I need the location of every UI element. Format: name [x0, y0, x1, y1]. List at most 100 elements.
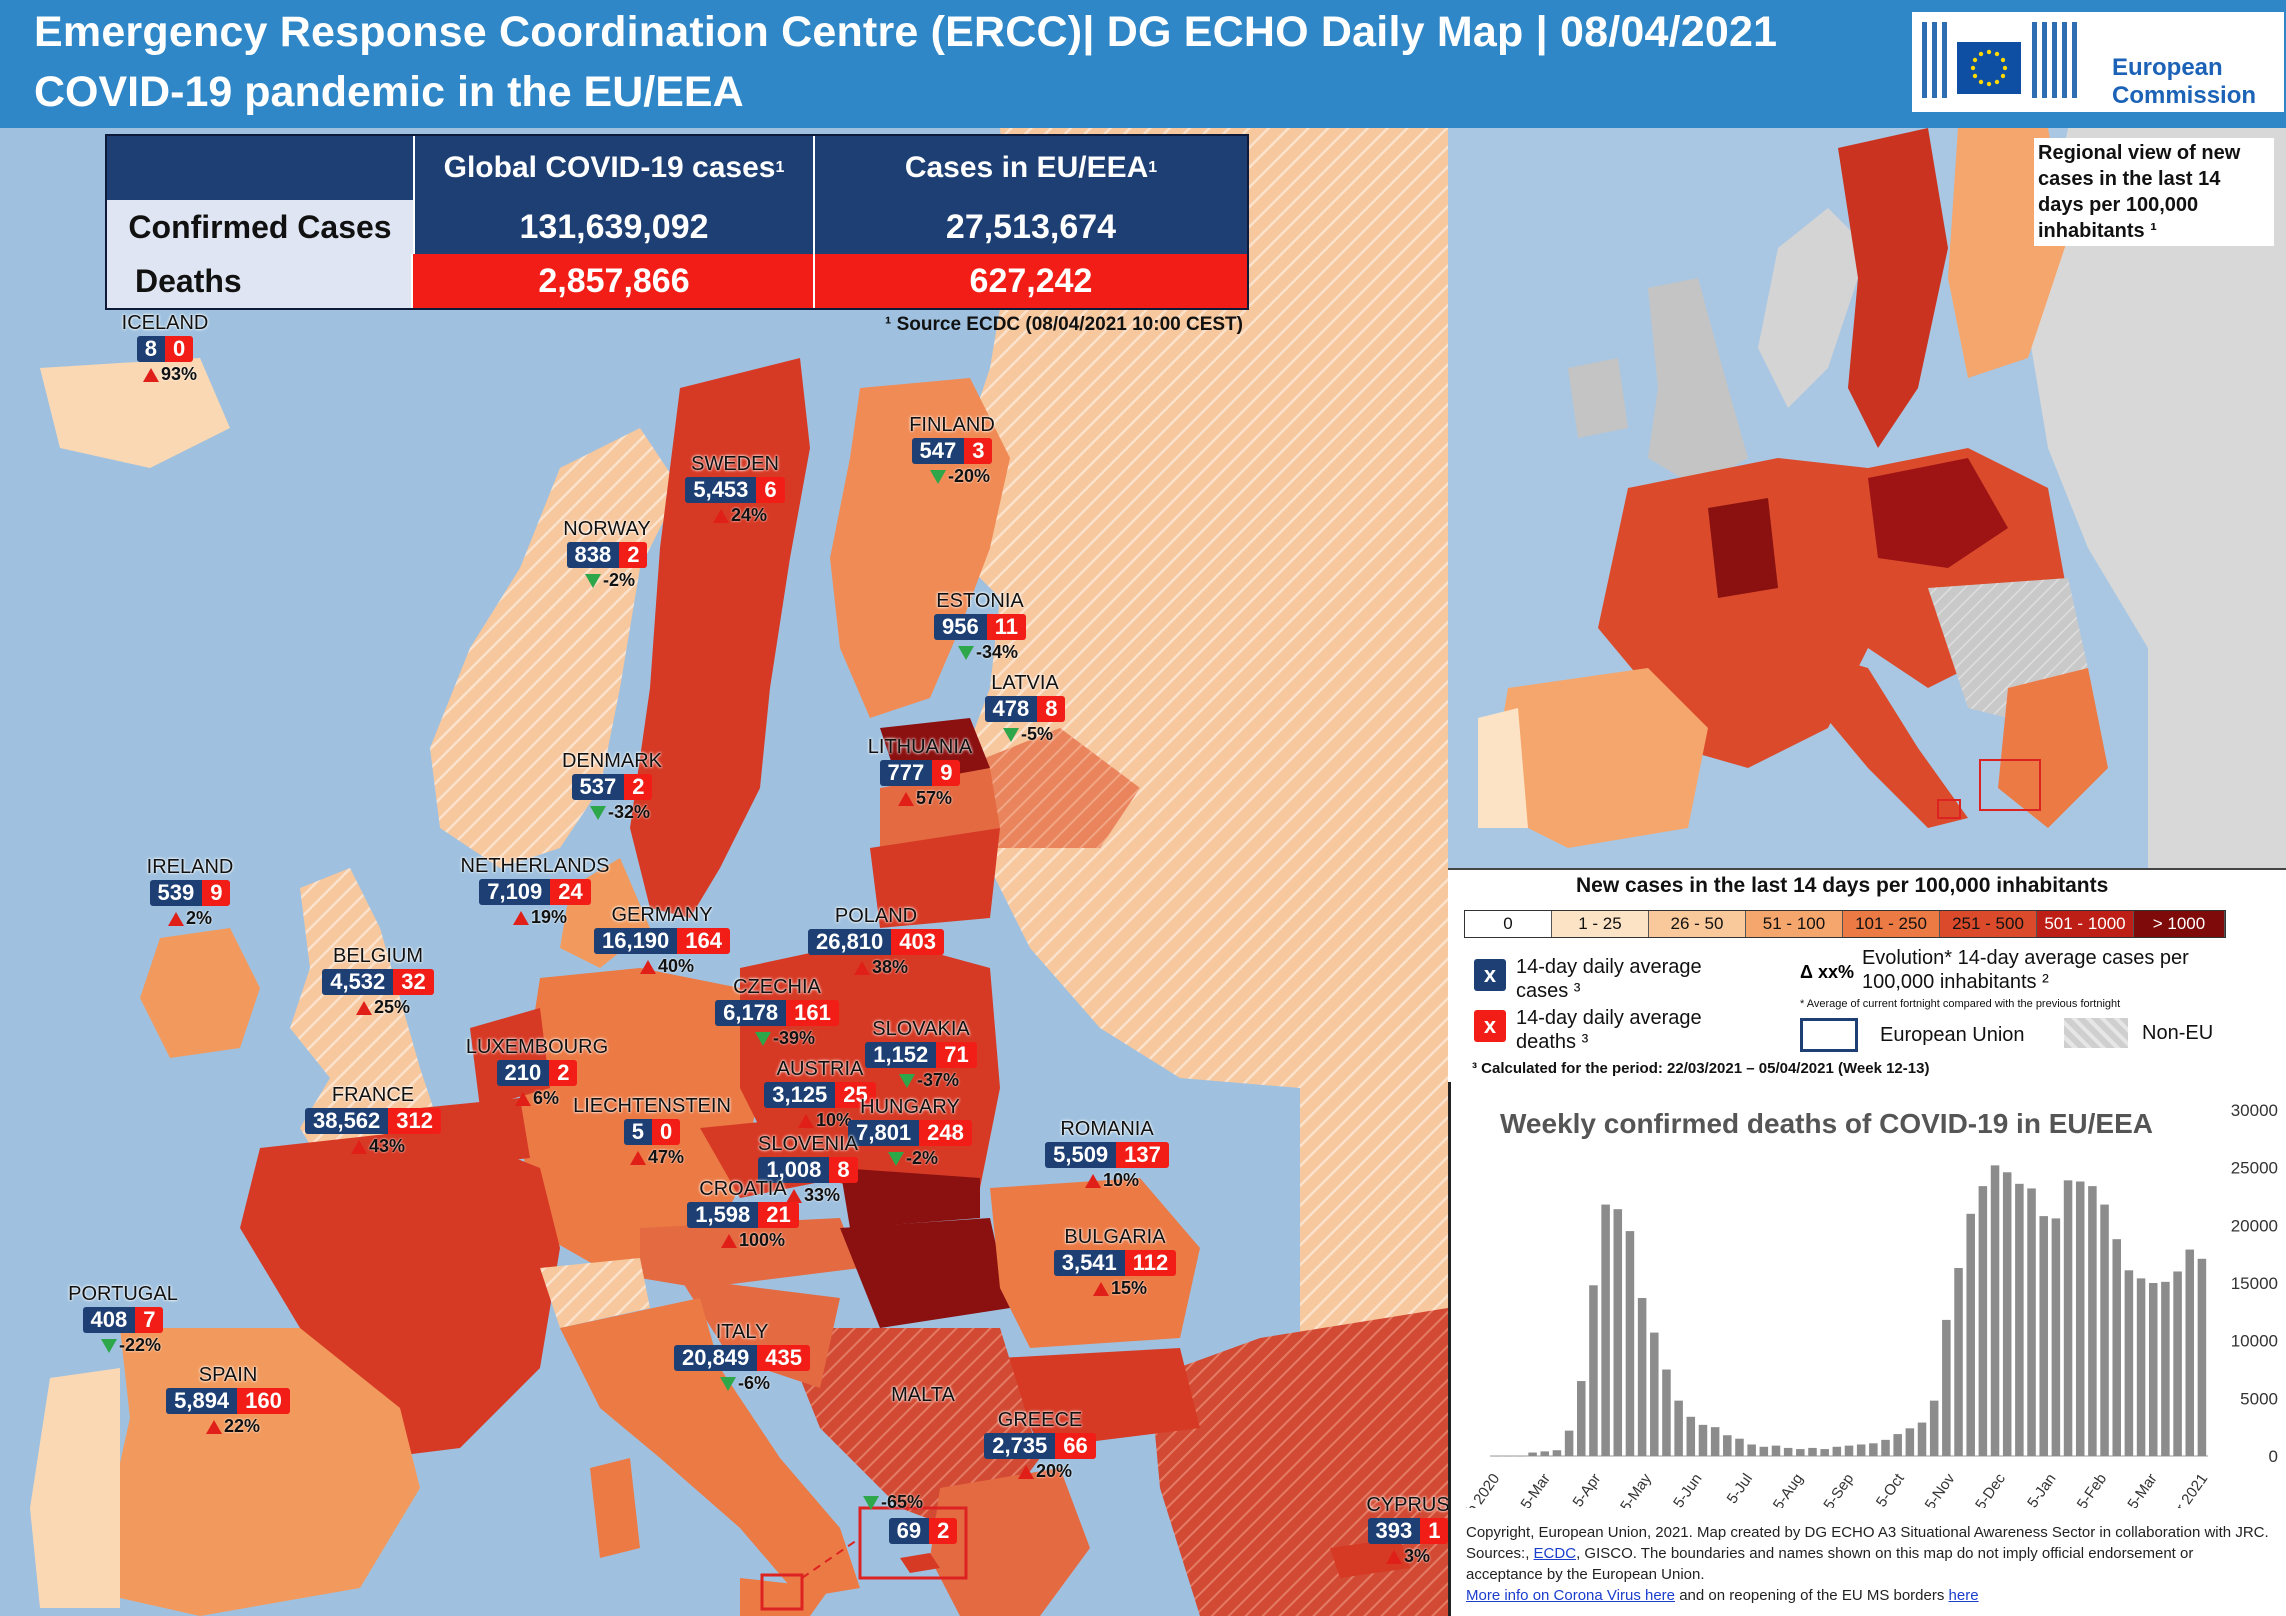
- country-name-finland: FINLAND: [909, 414, 995, 436]
- cases-badge-finland: 547: [911, 438, 965, 464]
- cases-badge-ireland: 539: [149, 880, 203, 906]
- deaths-key-swatch: x: [1474, 1010, 1506, 1042]
- stats-header-empty: [107, 136, 415, 200]
- cases-badge-greece: 2,735: [984, 1433, 1056, 1459]
- cases-key: x 14-day daily average cases ³: [1474, 955, 1746, 1003]
- triangle-up-icon: [786, 1188, 802, 1203]
- country-name-netherlands: NETHERLANDS: [460, 855, 610, 877]
- deaths-badge-belgium: 32: [393, 969, 434, 995]
- eu-key: European Union: [1800, 1018, 2025, 1052]
- triangle-up-icon: [640, 959, 656, 974]
- x-tick-label: 5-Mar: [1517, 1471, 1553, 1508]
- chart-bar: [1491, 1456, 1501, 1457]
- country-name-norway: NORWAY: [563, 518, 651, 540]
- ireland-region: [140, 928, 260, 1058]
- cases-badge-iceland: 8: [136, 336, 165, 362]
- europe-map-svg: [30, 128, 1448, 1616]
- deaths-badge-greece: 66: [1055, 1433, 1096, 1459]
- deaths-badge-latvia: 8: [1037, 696, 1066, 722]
- chart-bar: [2112, 1239, 2121, 1456]
- cases-badge-netherlands: 7,109: [479, 879, 551, 905]
- deaths-badge-lithuania: 9: [932, 760, 961, 786]
- triangle-up-icon: [1018, 1464, 1034, 1479]
- evolution-ireland: 2%: [168, 908, 212, 929]
- cases-badge-cyprus: 393: [1367, 1518, 1421, 1544]
- y-tick-label: 5000: [2240, 1389, 2278, 1408]
- deaths-badge-croatia: 21: [758, 1202, 799, 1228]
- country-badges-france: 38,562 312: [304, 1108, 441, 1134]
- triangle-down-icon: [720, 1376, 736, 1391]
- country-badges-bulgaria: 3,541 112: [1053, 1250, 1177, 1276]
- chart-title: Weekly confirmed deaths of COVID-19 in E…: [1500, 1108, 2153, 1139]
- regional-map-svg: [1478, 128, 2286, 868]
- evolution-belgium: 25%: [356, 997, 410, 1018]
- country-name-sweden: SWEDEN: [691, 453, 779, 475]
- country-name-malta: MALTA: [891, 1384, 955, 1406]
- country-badges-hungary: 7,801 248: [848, 1120, 972, 1146]
- country-name-hungary: HUNGARY: [860, 1096, 960, 1118]
- country-badges-slovakia: 1,152 71: [865, 1042, 977, 1068]
- cases-badge-czechia: 6,178: [715, 1000, 787, 1026]
- deaths-chart-svg: 0 5000 10000 15000 20000 25000 30000 5-Feb 2020…: [1445, 1101, 2278, 1543]
- evolution-iceland: 93%: [143, 364, 197, 385]
- borders-link[interactable]: here: [1948, 1587, 1979, 1604]
- country-name-slovakia: SLOVAKIA: [872, 1018, 970, 1040]
- triangle-down-icon: [899, 1073, 915, 1088]
- chart-bar: [2051, 1218, 2061, 1456]
- evolution-liechtenstein: 47%: [630, 1147, 684, 1168]
- chart-bar: [1796, 1449, 1805, 1456]
- country-badges-croatia: 1,598 21: [687, 1202, 799, 1228]
- chart-bar: [1929, 1400, 1939, 1456]
- stats-table: Global COVID-19 cases 1 Cases in EU/EEA 1 …: [105, 134, 1249, 310]
- ecdc-link[interactable]: ECDC: [1533, 1545, 1577, 1562]
- chart-bar: [2075, 1181, 2085, 1456]
- ukraine-region: [980, 788, 1380, 1088]
- country-badges-ireland: 539 9: [149, 880, 231, 906]
- country-badges-lithuania: 777 9: [879, 760, 961, 786]
- deaths-badge-austria: 25: [835, 1082, 876, 1108]
- triangle-up-icon: [351, 1139, 367, 1154]
- regional-map[interactable]: [1448, 128, 2286, 870]
- country-badges-latvia: 478 8: [984, 696, 1066, 722]
- evolution-hungary: -2%: [888, 1148, 938, 1169]
- chart-bar: [1613, 1209, 1623, 1456]
- cases-badge-slovakia: 1,152: [865, 1042, 937, 1068]
- portugal-region: [30, 1368, 120, 1608]
- country-name-liechtenstein: LIECHTENSTEIN: [573, 1095, 731, 1117]
- chart-bar: [2148, 1283, 2158, 1456]
- regional-view-note: Regional view of new cases in the last 1…: [2034, 138, 2274, 246]
- triangle-down-icon: [888, 1151, 904, 1166]
- chart-bar: [1954, 1268, 1963, 1456]
- deaths-badge-luxembourg: 2: [549, 1060, 578, 1086]
- deaths-badge-italy: 435: [757, 1345, 810, 1371]
- page-title: Emergency Response Coordination Centre (…: [34, 8, 1778, 56]
- evolution-greece: 20%: [1018, 1461, 1072, 1482]
- cases-badge-croatia: 1,598: [687, 1202, 759, 1228]
- y-tick-label: 0: [2269, 1447, 2278, 1466]
- country-name-estonia: ESTONIA: [936, 590, 1024, 612]
- noneu-key-label: Non-EU: [2142, 1021, 2214, 1044]
- deaths-badge-denmark: 2: [624, 774, 653, 800]
- malta-island: [900, 1553, 940, 1573]
- legend-scale-bin: 51 - 100: [1746, 911, 1843, 937]
- more-info-link[interactable]: More info on Corona Virus here: [1466, 1587, 1676, 1604]
- belarus-region: [960, 728, 1140, 848]
- cases-badge-france: 38,562: [304, 1108, 389, 1134]
- chart-bar: [1686, 1416, 1696, 1456]
- deaths-badge-france: 312: [388, 1108, 441, 1134]
- country-name-greece: GREECE: [997, 1409, 1083, 1431]
- chart-bar: [2136, 1278, 2146, 1456]
- legend-scale-bin: 251 - 500: [1940, 911, 2037, 937]
- main-map[interactable]: ICELAND 8 0 93% FINLAND 547 3 -20% SWEDEN 5,453 6 2…: [0, 128, 1451, 1616]
- x-tick-label: 5-Mar: [2124, 1471, 2160, 1508]
- eu-flag-icon: [1957, 42, 2021, 94]
- chart-bar: [1503, 1456, 1513, 1457]
- legend-scale-bin: 101 - 250: [1843, 911, 1940, 937]
- chart-bar: [2039, 1216, 2048, 1456]
- malta-locator-box: [760, 1573, 804, 1611]
- triangle-down-icon: [590, 805, 606, 820]
- y-tick-label: 15000: [2231, 1274, 2278, 1293]
- x-tick-label: 5-Jul: [1724, 1471, 1757, 1507]
